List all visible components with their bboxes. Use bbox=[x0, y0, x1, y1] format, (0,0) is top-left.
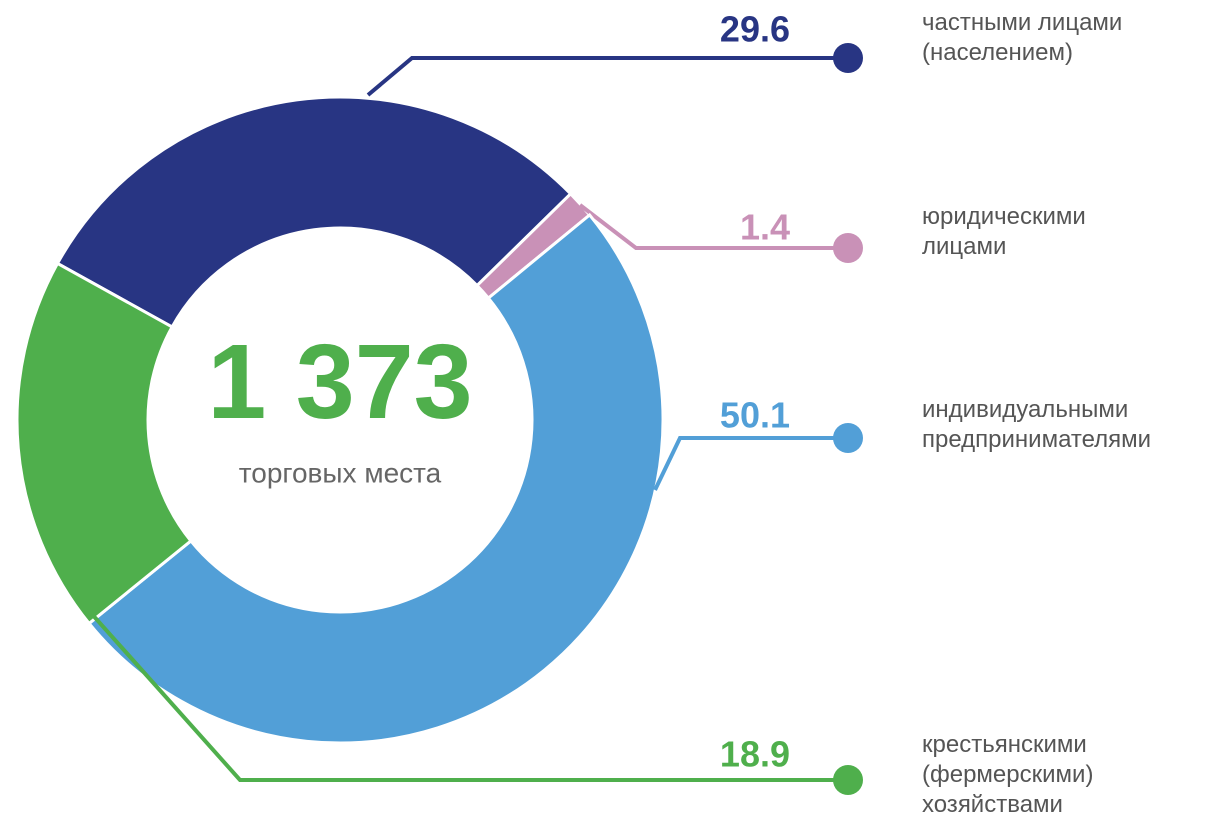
leader-dot bbox=[833, 765, 863, 795]
category-label: частными лицами (населением) bbox=[922, 9, 1123, 66]
value-label: 29.6 bbox=[720, 9, 790, 50]
center-title: 1 373 bbox=[207, 323, 472, 441]
leader-line bbox=[366, 56, 848, 97]
center-subtitle: торговых места bbox=[239, 457, 442, 488]
leader-line bbox=[88, 610, 848, 782]
leader-dot bbox=[833, 423, 863, 453]
value-label: 1.4 bbox=[740, 207, 790, 248]
category-label: крестьянскими (фермерскими) хозяйствами bbox=[922, 731, 1094, 818]
category-label: индивидуальными предпринимателями bbox=[922, 396, 1152, 453]
leader-dot bbox=[833, 43, 863, 73]
leader-line bbox=[653, 436, 848, 491]
donut-segment bbox=[55, 95, 573, 329]
donut-segment bbox=[15, 261, 193, 626]
category-label: юридическими лицами bbox=[922, 203, 1086, 260]
value-label: 50.1 bbox=[720, 395, 790, 436]
leader-dot bbox=[833, 233, 863, 263]
value-label: 18.9 bbox=[720, 734, 790, 775]
leader-line bbox=[578, 203, 848, 250]
